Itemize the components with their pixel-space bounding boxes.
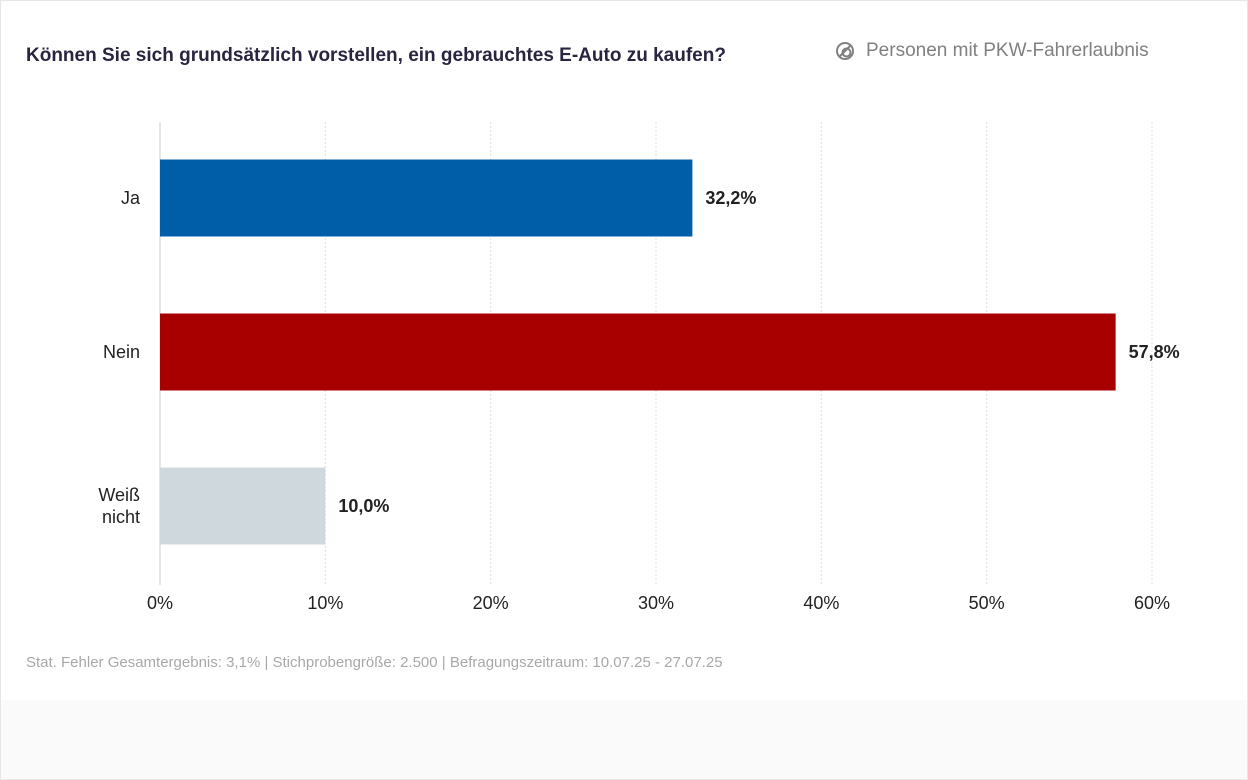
filter-circle-icon — [836, 42, 854, 60]
x-tick-label: 10% — [307, 593, 343, 613]
category-label: Ja — [121, 188, 141, 208]
filter-text: Personen mit PKW-Fahrerlaubnis — [866, 40, 1149, 61]
survey-note: Stat. Fehler Gesamtergebnis: 3,1% | Stic… — [26, 654, 723, 671]
bar-chart: 0% 10% 20% 30% 40% 50% 60% 32,2% Ja 57,8% Nein 10,0… — [98, 122, 1180, 613]
filter-label: Personen mit PKW-Fahrerlaubnis — [834, 40, 1149, 62]
x-tick-label: 30% — [638, 593, 674, 613]
footer-band — [1, 700, 1247, 778]
bar — [160, 313, 1116, 391]
chart-title: Können Sie sich grundsätzlich vorstellen… — [26, 45, 726, 66]
x-tick-label: 0% — [147, 593, 173, 613]
x-tick-label: 40% — [803, 593, 839, 613]
x-tick-label: 60% — [1134, 593, 1170, 613]
category-label: Nein — [103, 342, 140, 362]
bar — [160, 467, 326, 545]
value-label: 10,0% — [338, 496, 389, 516]
bar — [160, 159, 693, 237]
x-tick-label: 50% — [969, 593, 1005, 613]
category-label: Weiß nicht — [98, 485, 140, 527]
x-tick-label: 20% — [473, 593, 509, 613]
value-label: 57,8% — [1129, 342, 1180, 362]
value-label: 32,2% — [705, 188, 756, 208]
